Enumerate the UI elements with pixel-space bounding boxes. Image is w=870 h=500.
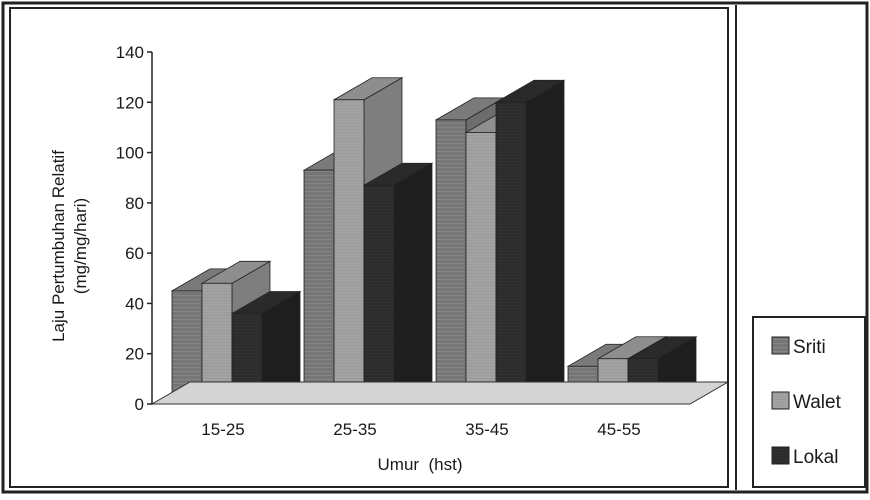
x-axis-title: Umur (hst) [378,455,463,474]
bar-front [495,101,527,405]
legend: Sriti Walet Lokal [771,336,842,468]
legend-item-sriti: Sriti [771,336,826,358]
legend-label: Lokal [793,447,838,468]
legend-swatch [771,391,790,410]
chart-floor [150,381,730,405]
bar-front [363,184,395,405]
y-tick-label: 0 [135,395,144,414]
legend-item-lokal: Lokal [771,446,838,468]
legend-label: Sriti [793,337,826,358]
axes-layer: 0 20 40 60 80 100 120 140 15-25 25-35 35-45 45-55 [116,43,730,439]
x-tick-label: 35-45 [465,420,508,439]
bar-lokal-35-45 [494,79,566,405]
y-tick-label: 120 [116,93,144,112]
legend-swatch [771,336,790,355]
bar-front [333,99,365,405]
bar-lokal-25-35 [362,162,434,405]
y-tick-label: 60 [125,244,144,263]
legend-label: Walet [793,392,842,413]
x-tick-label: 45-55 [597,420,640,439]
x-tick-label: 25-35 [333,420,376,439]
bar-side [525,79,565,405]
legend-item-walet: Walet [771,391,842,413]
bar-front [435,119,467,405]
legend-swatch [771,446,790,465]
bar-side [393,162,433,405]
y-axis-title-line1: Laju Pertumbuhan Relatif [49,150,68,342]
y-tick-label: 140 [116,43,144,62]
bar-front [303,169,335,405]
y-tick-label: 80 [125,194,144,213]
y-tick-label: 40 [125,294,144,313]
y-tick-label: 100 [116,144,144,163]
bar-front [465,132,497,405]
y-axis-title-line2: (mg/mg/hari) [71,198,90,294]
y-tick-label: 20 [125,345,144,364]
x-tick-label: 15-25 [201,420,244,439]
plot-panel [9,7,729,488]
bars-layer [170,77,698,405]
